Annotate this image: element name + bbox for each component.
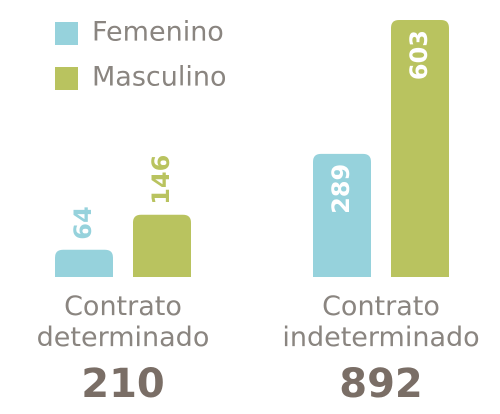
category-label: Contrato indeterminado (282, 291, 479, 353)
legend-label: Masculino (92, 62, 227, 93)
bar (133, 214, 191, 277)
bar (391, 20, 449, 277)
value-label: 146 (147, 155, 175, 205)
bar (55, 249, 113, 277)
value-label: 289 (327, 164, 355, 214)
legend-swatch (55, 22, 78, 45)
legend-label: Femenino (92, 17, 224, 48)
total-label: 892 (339, 361, 423, 407)
value-label: 603 (405, 30, 433, 80)
category-label: Contrato determinado (37, 291, 210, 353)
legend-swatch (55, 67, 78, 90)
value-label: 64 (69, 206, 97, 239)
bar (313, 153, 371, 277)
total-label: 210 (81, 361, 165, 407)
